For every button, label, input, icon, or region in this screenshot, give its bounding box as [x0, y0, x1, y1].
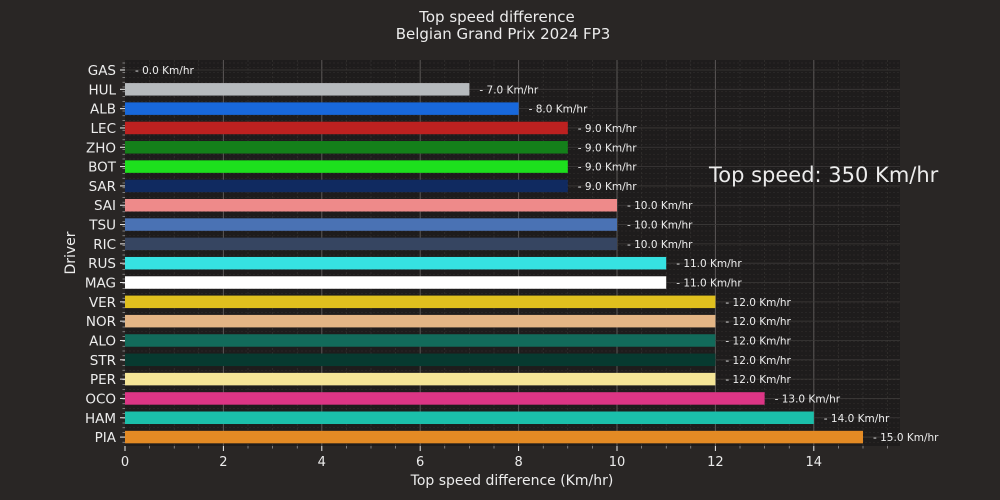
bar-sai [125, 198, 617, 212]
value-label-pia: - 15.0 Km/hr [873, 432, 939, 444]
bar-alb [125, 102, 519, 115]
y-tick-label-zho: ZHO [86, 140, 116, 156]
y-tick-label-alb: ALB [90, 102, 116, 118]
y-tick-label-hul: HUL [88, 82, 116, 98]
value-label-hul: - 7.0 Km/hr [479, 84, 538, 96]
x-tick-label: 2 [219, 455, 227, 470]
value-label-ver: - 12.0 Km/hr [725, 297, 791, 309]
y-tick-label-bot: BOT [88, 160, 117, 176]
value-label-alo: - 12.0 Km/hr [725, 335, 791, 347]
value-label-mag: - 11.0 Km/hr [676, 278, 742, 290]
value-label-str: - 12.0 Km/hr [725, 355, 791, 367]
top-speed-annotation: Top speed: 350 Km/hr [708, 163, 939, 187]
chart-title: Top speed difference [418, 8, 574, 26]
x-tick-label: 8 [514, 455, 522, 470]
value-label-lec: - 9.0 Km/hr [578, 123, 637, 135]
value-label-oco: - 13.0 Km/hr [775, 393, 841, 405]
y-tick-label-str: STR [90, 353, 116, 369]
value-label-per: - 12.0 Km/hr [725, 374, 791, 386]
bar-mag [125, 276, 667, 289]
y-tick-label-pia: PIA [95, 430, 117, 446]
y-tick-label-ver: VER [89, 295, 116, 311]
y-tick-label-oco: OCO [85, 391, 116, 407]
value-label-nor: - 12.0 Km/hr [725, 316, 791, 328]
y-axis-label: Driver [63, 231, 79, 274]
bar-ric [125, 237, 617, 251]
value-label-alb: - 8.0 Km/hr [529, 104, 588, 116]
value-label-sar: - 9.0 Km/hr [578, 181, 637, 193]
bar-ver [125, 295, 716, 309]
y-tick-label-lec: LEC [91, 121, 116, 137]
y-tick-label-per: PER [90, 372, 116, 388]
x-tick-label: 10 [609, 455, 626, 470]
bar-lec [125, 121, 568, 135]
value-label-tsu: - 10.0 Km/hr [627, 220, 693, 232]
bar-hul [125, 83, 470, 96]
x-tick-label: 14 [806, 455, 823, 470]
plot-area [125, 60, 900, 446]
bar-sar [125, 179, 568, 193]
y-tick-label-ham: HAM [85, 411, 116, 427]
y-tick-label-alo: ALO [89, 333, 116, 349]
value-label-sai: - 10.0 Km/hr [627, 200, 693, 212]
x-axis-label: Top speed difference (Km/hr) [410, 473, 614, 489]
y-tick-label-sai: SAI [94, 198, 116, 214]
y-tick-label-tsu: TSU [88, 218, 116, 234]
value-label-zho: - 9.0 Km/hr [578, 142, 637, 154]
x-tick-label: 4 [318, 455, 326, 470]
chart-subtitle: Belgian Grand Prix 2024 FP3 [396, 25, 611, 43]
value-label-ric: - 10.0 Km/hr [627, 239, 693, 251]
y-tick-label-gas: GAS [88, 63, 116, 79]
y-tick-label-mag: MAG [85, 276, 116, 292]
x-tick-label: 6 [416, 455, 424, 470]
bar-nor [125, 314, 716, 328]
value-label-ham: - 14.0 Km/hr [824, 413, 890, 425]
x-axis: 0 2 4 6 8 10 12 14 [121, 446, 888, 470]
bar-ham [125, 411, 814, 425]
bar-tsu [125, 218, 617, 231]
y-tick-label-sar: SAR [89, 179, 116, 195]
bar-oco [125, 392, 765, 405]
bar-rus [125, 256, 667, 270]
y-tick-label-rus: RUS [88, 256, 116, 272]
bar-pia [125, 430, 863, 444]
y-tick-label-ric: RIC [93, 237, 116, 253]
y-axis: GAS HUL ALB LEC ZHO BOT SAR SAI TSU RIC RUS MAG VER N… [85, 62, 125, 446]
value-label-bot: - 9.0 Km/hr [578, 162, 637, 174]
bar-bot [125, 160, 568, 173]
bar-per [125, 372, 716, 386]
x-tick-label: 0 [121, 455, 129, 470]
x-tick-label: 12 [707, 455, 724, 470]
y-tick-label-nor: NOR [86, 314, 116, 330]
bar-alo [125, 334, 716, 347]
value-label-rus: - 11.0 Km/hr [676, 258, 742, 270]
bars: - 0.0 Km/hr - 7.0 Km/hr - 8.0 Km/hr - 9.0 K… [125, 65, 939, 444]
bar-str [125, 353, 716, 367]
bar-zho [125, 141, 568, 154]
value-label-gas: - 0.0 Km/hr [135, 65, 194, 77]
